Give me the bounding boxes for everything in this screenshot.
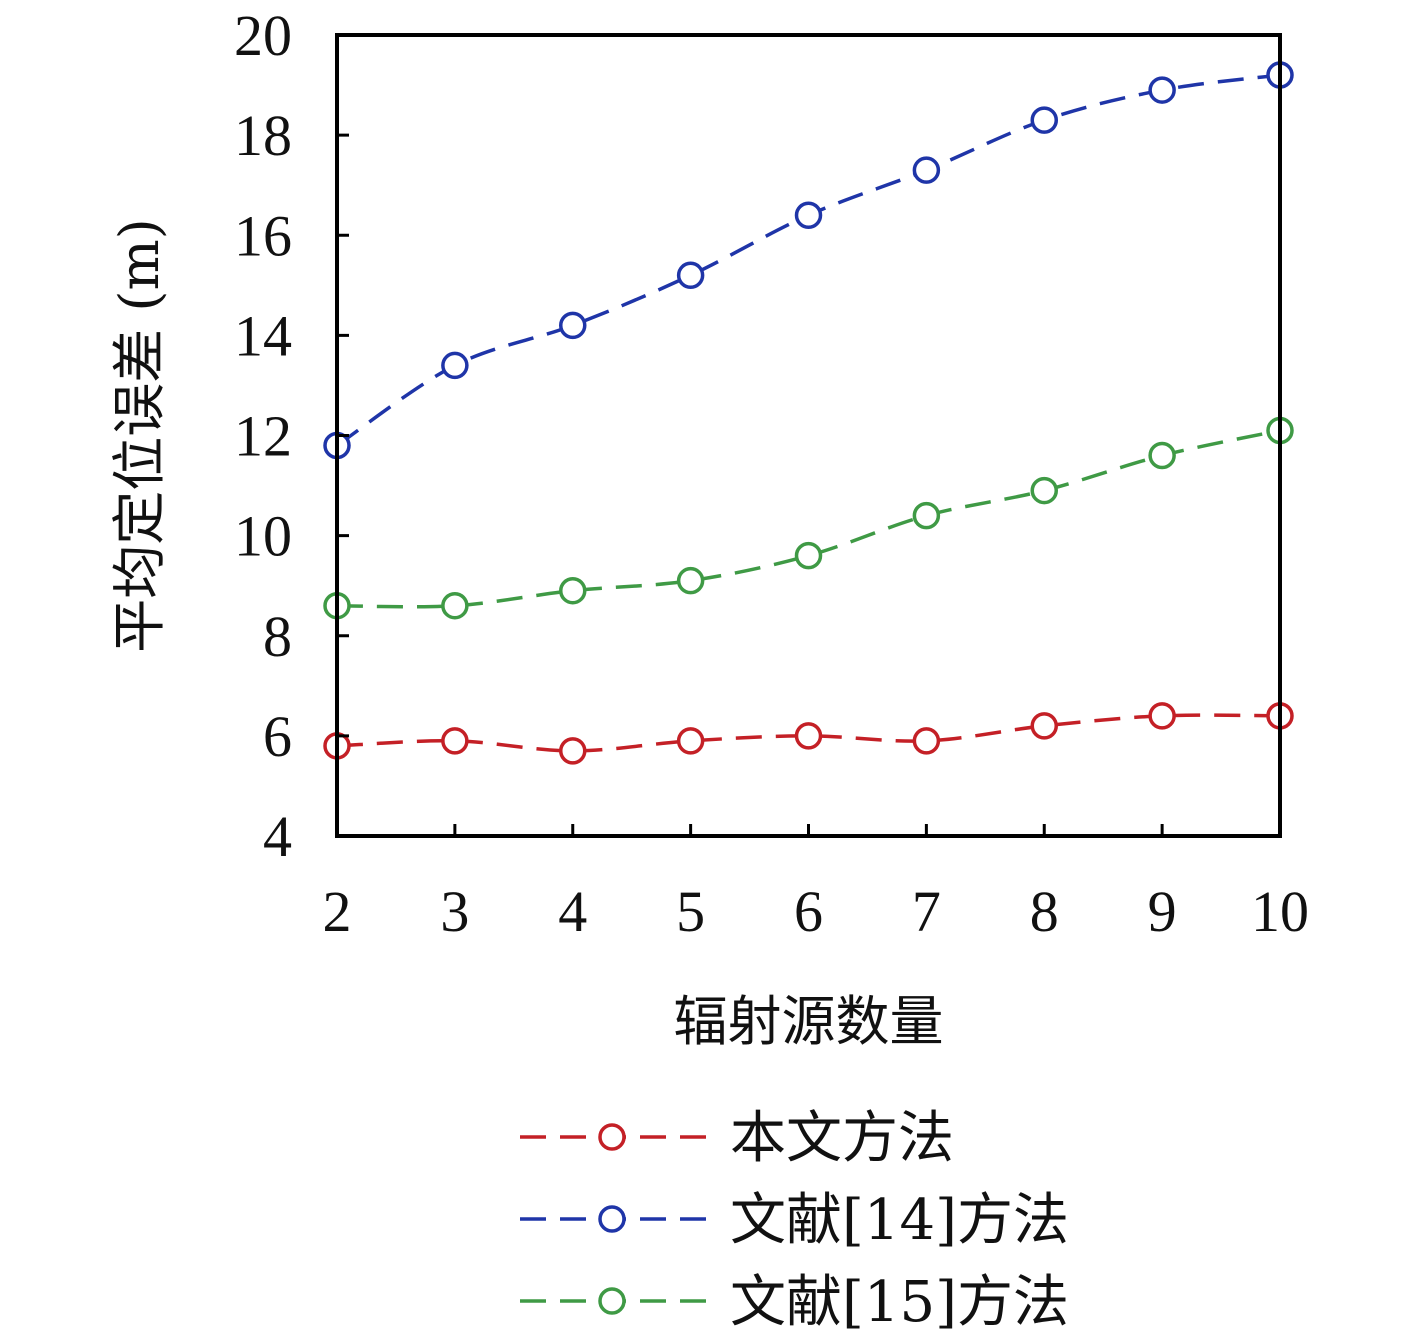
y-tick-label: 16	[234, 203, 292, 268]
x-tick-label: 2	[323, 879, 352, 944]
data-point	[559, 576, 587, 605]
y-tick-label: 12	[234, 404, 292, 469]
data-point	[676, 566, 705, 595]
x-tick-label: 3	[440, 879, 469, 944]
legend-label: 文献[15]方法	[730, 1270, 1069, 1335]
legend-label: 文献[14]方法	[730, 1188, 1069, 1253]
legend-item: 文献[14]方法	[520, 1188, 1069, 1253]
x-tick-label: 8	[1030, 879, 1059, 944]
series-line	[336, 73, 1281, 447]
data-point	[1148, 702, 1176, 730]
data-point	[794, 722, 823, 750]
y-tick-label: 6	[263, 704, 292, 769]
y-tick-label: 8	[263, 604, 292, 669]
data-point	[1030, 712, 1058, 740]
series-line	[336, 428, 1281, 609]
data-point	[912, 156, 941, 184]
data-point	[794, 541, 823, 570]
x-tick-label: 7	[912, 879, 941, 944]
data-point	[676, 261, 705, 290]
data-point	[912, 727, 941, 755]
data-point	[1148, 76, 1176, 104]
data-point	[676, 727, 705, 755]
x-tick-label: 9	[1148, 879, 1177, 944]
y-tick-label: 4	[263, 804, 292, 869]
x-axis: 2 3 4 5 6 7 8 9 10	[323, 824, 1309, 944]
data-point	[1030, 106, 1058, 134]
data-point	[559, 311, 587, 340]
data-point	[559, 737, 587, 765]
data-point	[1148, 441, 1176, 470]
data-point	[441, 727, 469, 755]
series-3	[323, 416, 1294, 620]
data-point	[1030, 476, 1058, 505]
legend-item: 文献[15]方法	[520, 1270, 1069, 1335]
series-layer	[323, 61, 1294, 765]
legend-marker	[598, 1205, 626, 1233]
y-tick-label: 20	[234, 3, 292, 68]
legend-item: 本文方法	[520, 1106, 954, 1171]
x-tick-label: 4	[558, 879, 587, 944]
data-point	[441, 591, 469, 620]
data-point	[912, 501, 941, 530]
legend-marker	[598, 1287, 626, 1315]
x-tick-label: 5	[676, 879, 705, 944]
y-tick-label: 10	[234, 504, 292, 569]
data-point	[441, 351, 469, 380]
x-tick-label: 6	[794, 879, 823, 944]
legend-marker	[598, 1123, 626, 1151]
x-axis-title: 辐射源数量	[674, 990, 944, 1053]
legend-label: 本文方法	[730, 1106, 954, 1171]
x-tick-label: 10	[1251, 879, 1309, 944]
y-tick-label: 14	[234, 303, 292, 368]
y-tick-label: 18	[234, 103, 292, 168]
series-1	[323, 702, 1294, 765]
data-point	[794, 201, 823, 229]
y-axis-title: 平均定位误差 (m)	[108, 218, 171, 653]
series-2	[323, 61, 1294, 460]
y-axis: 4 6 8 10 12 14 16 18 20	[234, 3, 349, 869]
